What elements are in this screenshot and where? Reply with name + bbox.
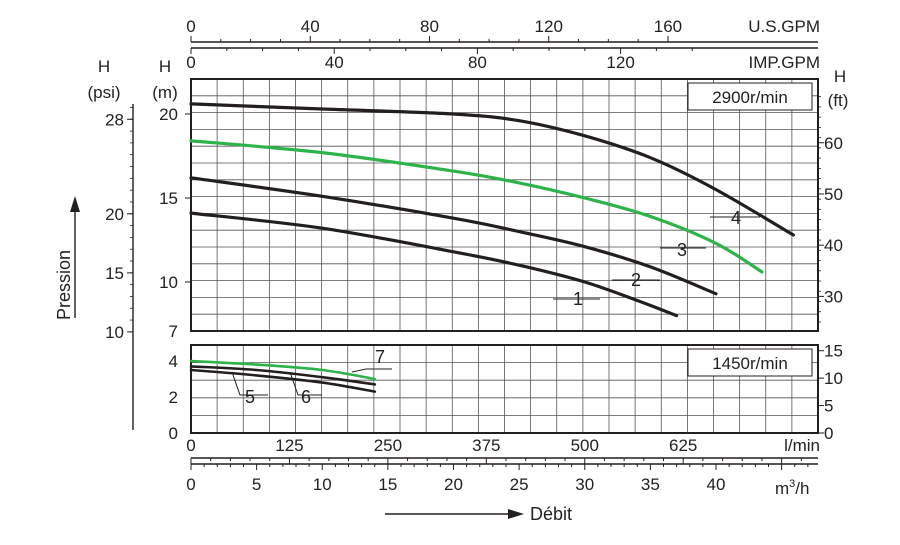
curve-label-3: 3 <box>677 240 687 260</box>
series-curve-3 <box>189 139 764 274</box>
tick-label-m3h: 15 <box>378 475 397 494</box>
tick-label-m3h: 0 <box>186 475 195 494</box>
tick-label-m3h: 35 <box>641 475 660 494</box>
curve-label-5: 5 <box>245 387 255 407</box>
tick-label-ft: 15 <box>824 342 843 361</box>
leader-line-5 <box>231 371 268 396</box>
tick-label-impgpm: 120 <box>606 53 634 72</box>
psi-header-unit: (psi) <box>87 83 120 102</box>
tick-label-lmin: 625 <box>669 436 697 455</box>
m-header-h: H <box>159 57 171 76</box>
unit-m3h: m3/h <box>775 478 809 498</box>
unit-impgpm: IMP.GPM <box>749 53 820 72</box>
tick-label-usgpm: 0 <box>186 17 195 36</box>
tick-label-ft: 40 <box>824 236 843 255</box>
curve-label-2: 2 <box>631 270 641 290</box>
tick-label-usgpm: 80 <box>420 17 439 36</box>
series-curve-2 <box>189 176 718 296</box>
ft-header-unit: (ft) <box>828 91 849 110</box>
tick-label-m: 7 <box>169 322 178 341</box>
tick-label-m3h: 30 <box>575 475 594 494</box>
x-axis-label: Débit <box>530 504 572 524</box>
tick-label-m3h: 20 <box>444 475 463 494</box>
unit-lmin: l/min <box>784 436 820 455</box>
tick-label-ft: 10 <box>824 369 843 388</box>
tick-label-lmin: 500 <box>571 436 599 455</box>
chart-frame: 2900r/min 1450r/min <box>190 78 819 434</box>
tick-label-lmin: 125 <box>275 436 303 455</box>
tick-label-ft: 30 <box>824 287 843 306</box>
ft-header-h: H <box>834 67 846 86</box>
tick-label-usgpm: 120 <box>535 17 563 36</box>
tick-label-lmin: 250 <box>374 436 402 455</box>
y-axis-label: Pression <box>54 250 74 320</box>
tick-label-ft: 0 <box>824 424 833 443</box>
speed-box-2900 <box>687 82 813 111</box>
leader-line-6 <box>289 371 322 396</box>
tick-label-psi: 15 <box>105 264 124 283</box>
tick-label-m3h: 40 <box>707 475 726 494</box>
panel-frame-1450 <box>190 344 819 434</box>
m-header-unit: (m) <box>152 83 177 102</box>
curve-labels: 1 2 3 4 5 6 7 <box>231 208 760 407</box>
series-curve-1 <box>189 211 679 318</box>
tick-label-impgpm: 40 <box>325 53 344 72</box>
series-curve-6 <box>189 365 377 386</box>
y-axis-arrow-head <box>70 196 80 212</box>
panel-frame-2900 <box>190 78 819 332</box>
speed-label-1450: 1450r/min <box>712 354 788 373</box>
tick-label-m: 2 <box>169 388 178 407</box>
leader-line-7 <box>351 368 392 373</box>
tick-label-m: 0 <box>169 424 178 443</box>
speed-label-2900: 2900r/min <box>712 88 788 107</box>
unit-usgpm: U.S.GPM <box>748 17 820 36</box>
tick-label-m: 20 <box>159 105 178 124</box>
curve-label-4: 4 <box>731 208 741 228</box>
tick-label-lmin: 375 <box>472 436 500 455</box>
series <box>189 102 795 393</box>
series-curve-4 <box>189 102 795 237</box>
series-curve-5 <box>189 368 377 393</box>
tick-label-m: 15 <box>159 189 178 208</box>
tick-label-usgpm: 40 <box>301 17 320 36</box>
tick-label-usgpm: 160 <box>654 17 682 36</box>
curve-label-7: 7 <box>375 347 385 367</box>
tick-label-ft: 5 <box>824 397 833 416</box>
grid <box>191 79 818 433</box>
tick-label-psi: 20 <box>105 205 124 224</box>
curve-label-6: 6 <box>301 387 311 407</box>
tick-label-psi: 10 <box>105 323 124 342</box>
tick-label-m: 10 <box>159 273 178 292</box>
tick-label-lmin: 0 <box>186 436 195 455</box>
tick-label-m: 4 <box>169 352 178 371</box>
speed-box-1450 <box>687 348 813 377</box>
tick-label-ft: 50 <box>824 185 843 204</box>
tick-label-impgpm: 0 <box>186 53 195 72</box>
tick-label-m3h: 25 <box>510 475 529 494</box>
curve-label-1: 1 <box>573 289 583 309</box>
series-curve-7 <box>189 359 377 381</box>
tick-label-m3h: 5 <box>252 475 261 494</box>
psi-header-h: H <box>98 57 110 76</box>
x-axis-arrow-head <box>508 509 524 519</box>
tick-label-ft: 60 <box>824 134 843 153</box>
tick-label-psi: 28 <box>105 110 124 129</box>
tick-label-impgpm: 80 <box>468 53 487 72</box>
tick-label-m3h: 10 <box>313 475 332 494</box>
